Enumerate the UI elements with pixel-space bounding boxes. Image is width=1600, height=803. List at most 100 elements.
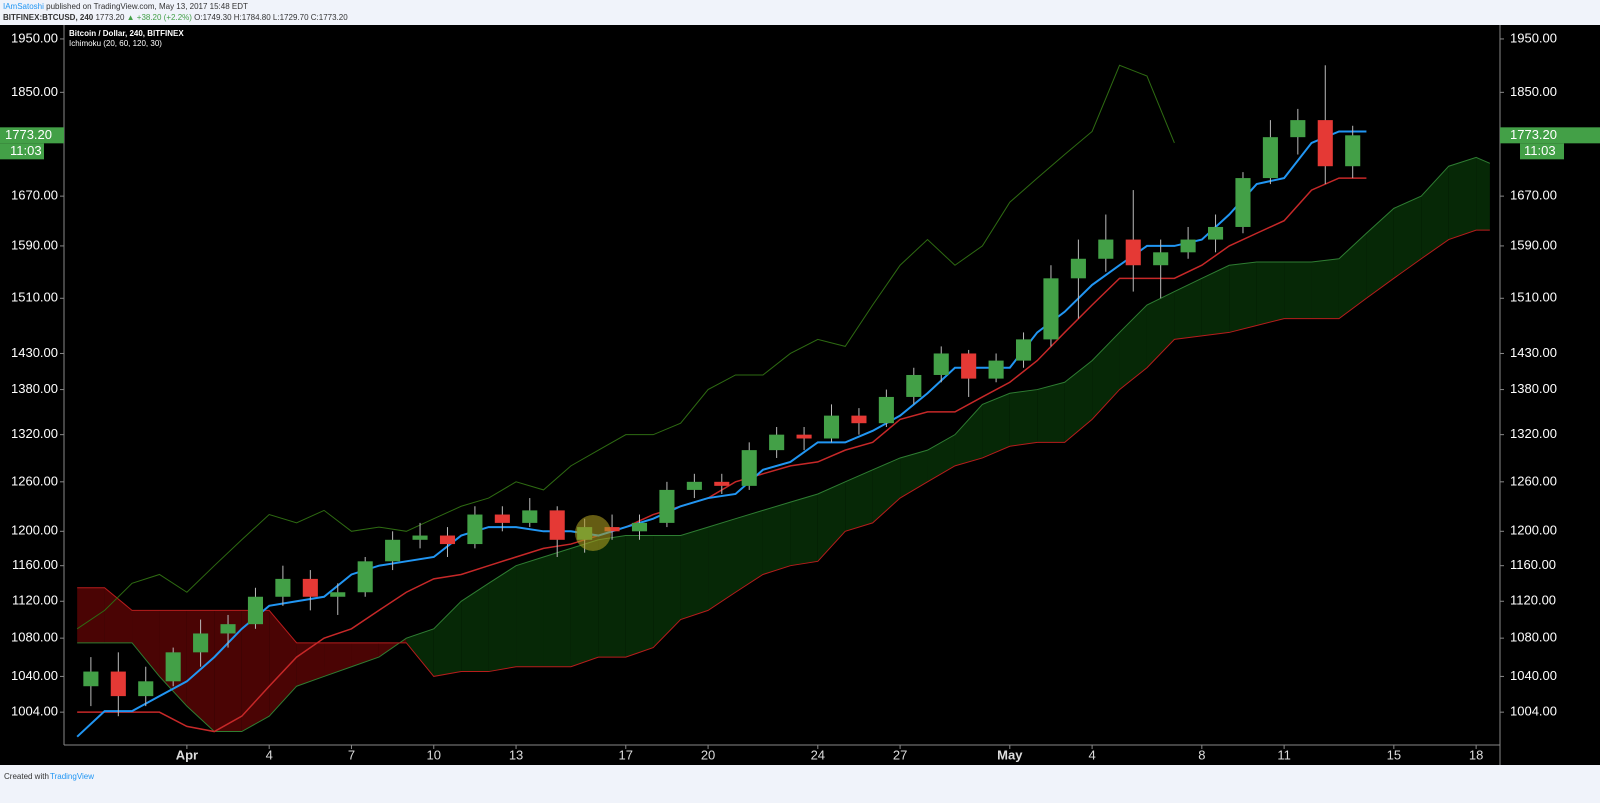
candle-body — [385, 539, 401, 562]
cloud-fill — [1338, 233, 1367, 319]
y-tick-label: 1850.00 — [11, 84, 58, 99]
cloud-fill — [762, 502, 791, 575]
x-tick-label: May — [997, 747, 1023, 762]
cloud-fill — [625, 535, 654, 658]
candle-body — [823, 415, 840, 439]
cloud-fill — [433, 601, 462, 677]
price-tag-label: 1773.20 — [5, 127, 52, 142]
quote: ▲ +38.20 (+2.2%) — [126, 13, 192, 22]
candle-body — [741, 450, 757, 486]
brand[interactable]: TradingView — [50, 772, 95, 781]
candle-body — [1290, 120, 1306, 138]
candle-body — [714, 481, 730, 486]
candle-body — [1207, 226, 1224, 240]
created-with: Created with — [4, 772, 49, 781]
candle-body — [522, 510, 538, 523]
header: IAmSatoshi published on TradingView.com,… — [0, 0, 1600, 25]
cloud-fill — [132, 610, 160, 677]
y-tick-label: 1850.00 — [1510, 84, 1557, 99]
candle-body — [961, 353, 977, 379]
candle-body — [1098, 239, 1114, 259]
candle-body — [494, 514, 510, 523]
y-tick-label: 1430.00 — [11, 345, 58, 360]
candle-body — [659, 489, 675, 523]
candle-body — [275, 578, 291, 597]
quote: C:1773.20 — [310, 13, 348, 22]
x-tick-label: 13 — [509, 747, 523, 762]
y-tick-label: 1320.00 — [1510, 426, 1557, 441]
cloud-fill — [598, 535, 626, 658]
candle-body — [769, 434, 785, 451]
chart-title: Bitcoin / Dollar, 240, BITFINEX — [69, 29, 184, 38]
span-b-line — [77, 229, 1490, 677]
symbol: BITFINEX:BTCUSD, 240 — [3, 13, 94, 22]
y-tick-label: 1380.00 — [11, 381, 58, 396]
cloud-fill — [1476, 157, 1490, 231]
y-tick-label: 1260.00 — [11, 473, 58, 488]
countdown-label: 11:03 — [10, 143, 42, 158]
y-tick-label: 1120.00 — [12, 593, 58, 608]
lagging-line — [76, 64, 1175, 630]
y-tick-label: 1040.00 — [11, 668, 58, 683]
candle-body — [1153, 252, 1169, 266]
cloud-fill — [543, 548, 571, 667]
candle-body — [796, 434, 812, 439]
plot-area — [76, 64, 1491, 738]
cloud-fill — [680, 527, 709, 620]
price-tag-label: 1773.20 — [1510, 127, 1557, 142]
cloud-fill — [1009, 389, 1038, 447]
conversion-line — [76, 130, 1367, 738]
candle-body — [686, 481, 702, 490]
y-tick-label: 1590.00 — [1510, 237, 1557, 252]
cloud-fill — [708, 518, 736, 611]
x-tick-label: 4 — [266, 747, 273, 762]
y-tick-label: 1040.00 — [1510, 668, 1557, 683]
candle-body — [549, 510, 565, 540]
cloud-fill — [406, 628, 434, 677]
candle-body — [1070, 258, 1086, 279]
countdown-tag — [0, 143, 44, 160]
cloud-fill — [570, 539, 599, 667]
cloud-fill — [1366, 208, 1394, 299]
x-tick-label: 27 — [893, 747, 907, 762]
y-tick-label: 1120.00 — [1510, 593, 1556, 608]
candle-body — [1180, 239, 1196, 253]
y-tick-label: 1160.00 — [1510, 557, 1556, 572]
candle-body — [1317, 120, 1333, 167]
y-tick-label: 1670.00 — [1510, 188, 1557, 203]
candle-body — [631, 522, 648, 532]
y-tick-label: 1160.00 — [12, 557, 58, 572]
cloud-fill — [488, 565, 517, 672]
indicator-label: Ichimoku (20, 60, 120, 30) — [69, 39, 162, 48]
publisher[interactable]: IAmSatoshi — [3, 2, 44, 11]
x-tick-label: 7 — [348, 747, 355, 762]
candle-body — [165, 652, 181, 682]
cloud-fill — [845, 469, 873, 532]
candle-body — [247, 596, 264, 625]
quote: O:1749.30 — [194, 13, 232, 22]
cloud-fill — [324, 642, 352, 677]
cloud-fill — [1037, 382, 1065, 443]
quote: 1773.20 — [95, 13, 125, 22]
quote-line: BITFINEX:BTCUSD, 240 1773.20 ▲ +38.20 (+… — [3, 13, 348, 22]
x-tick-label: 20 — [701, 747, 715, 762]
y-tick-label: 1260.00 — [1510, 473, 1557, 488]
y-tick-label: 1950.00 — [1510, 30, 1557, 45]
candle-body — [467, 514, 483, 545]
y-tick-label: 1430.00 — [1510, 345, 1557, 360]
cloud-fill — [214, 610, 242, 732]
y-tick-label: 1510.00 — [11, 290, 58, 305]
candle-body — [412, 535, 428, 540]
candle-body — [906, 374, 922, 397]
price-tag — [1500, 127, 1600, 144]
cloud-fill — [735, 510, 763, 593]
y-tick-label: 1004.00 — [11, 704, 58, 719]
cloud-fill — [1229, 261, 1257, 333]
x-tick-label: 4 — [1088, 747, 1095, 762]
y-tick-label: 1080.00 — [11, 630, 58, 645]
cloud-fill — [1448, 157, 1477, 240]
cloud-fill — [77, 587, 105, 643]
candle-body — [302, 578, 318, 597]
quote: H:1784.80 — [233, 13, 271, 22]
cloud-fill — [1256, 261, 1285, 326]
